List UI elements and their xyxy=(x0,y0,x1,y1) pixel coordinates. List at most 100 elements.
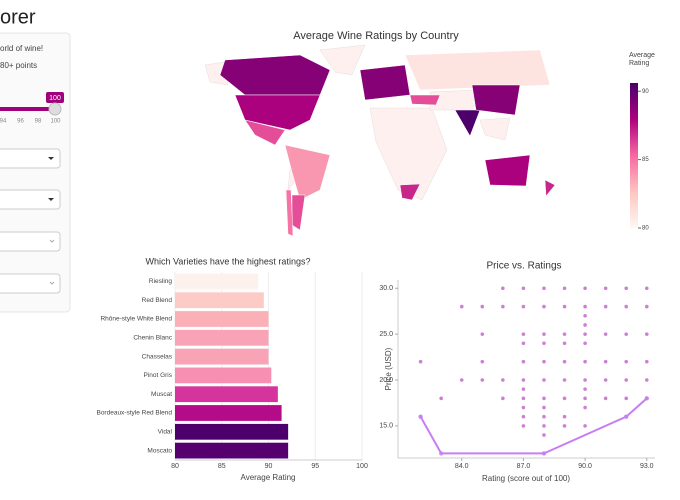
dropdowns xyxy=(0,148,61,294)
point xyxy=(583,304,587,309)
point xyxy=(644,378,649,382)
point xyxy=(542,304,546,309)
y-tick-label: Muscat xyxy=(151,391,172,398)
bar xyxy=(175,405,282,421)
x-tick-label: 93.0 xyxy=(640,463,654,470)
y-tick-label: 15.0 xyxy=(379,423,393,430)
point xyxy=(542,396,546,401)
country xyxy=(284,144,331,201)
point xyxy=(583,396,587,401)
sidebar xyxy=(0,32,71,313)
point xyxy=(562,341,567,346)
point xyxy=(521,387,526,391)
point xyxy=(583,286,587,291)
point xyxy=(541,451,547,456)
dropdown[interactable] xyxy=(0,231,61,252)
x-axis-title: Rating (score out of 100) xyxy=(482,474,570,483)
y-tick-label: 25.0 xyxy=(379,331,393,338)
y-tick-label: Bordeaux-style Red Blend xyxy=(96,410,172,417)
point xyxy=(542,378,546,382)
colorbar-tick-label: 80 xyxy=(642,226,649,232)
point xyxy=(521,304,526,309)
country xyxy=(219,54,331,96)
land xyxy=(319,44,366,76)
y-tick-label: Rhône-style White Blend xyxy=(100,316,172,323)
y-axis-title: Price (USD) xyxy=(384,347,393,390)
bar xyxy=(175,348,269,365)
map-title: Average Wine Ratings by Country xyxy=(293,30,459,42)
slider-value: 100 xyxy=(49,95,61,102)
point xyxy=(603,286,608,291)
country xyxy=(471,84,521,116)
y-tick-label: Riesling xyxy=(149,278,173,285)
dropdown[interactable] xyxy=(0,273,61,294)
country xyxy=(484,154,531,187)
bar xyxy=(175,386,278,403)
scatter-title: Price vs. Ratings xyxy=(486,261,561,272)
point xyxy=(583,424,587,428)
slider-tick-label: 94 xyxy=(0,119,7,125)
y-tick-label: Chenin Blanc xyxy=(133,335,172,342)
bar xyxy=(175,292,264,309)
point xyxy=(542,433,546,437)
point xyxy=(583,387,587,391)
x-tick-label: 84.0 xyxy=(455,463,469,470)
point xyxy=(583,341,587,346)
colorbar-title: Average xyxy=(629,52,655,59)
country xyxy=(291,194,306,231)
point xyxy=(562,359,567,364)
point xyxy=(583,323,587,327)
bar xyxy=(175,367,272,384)
point xyxy=(583,332,587,336)
country xyxy=(359,64,411,101)
point xyxy=(480,378,485,382)
point xyxy=(624,414,629,419)
point xyxy=(501,286,505,291)
point xyxy=(562,396,567,401)
x-tick-label: 95 xyxy=(311,463,319,470)
point xyxy=(583,378,587,382)
point xyxy=(438,451,444,456)
country xyxy=(409,94,441,106)
x-tick-label: 90.0 xyxy=(578,463,592,470)
point xyxy=(603,359,608,364)
point xyxy=(542,286,546,291)
point xyxy=(603,378,608,382)
point xyxy=(521,414,526,419)
point xyxy=(624,396,629,401)
x-axis-title: Average Rating xyxy=(241,473,296,482)
bar xyxy=(175,423,289,440)
colorbar-title: Rating xyxy=(629,60,649,67)
country xyxy=(404,49,551,91)
point xyxy=(644,332,649,336)
map-background xyxy=(204,44,511,201)
point xyxy=(562,304,567,309)
point xyxy=(521,378,526,382)
point xyxy=(562,286,567,291)
point xyxy=(603,332,608,336)
point xyxy=(480,304,485,309)
x-tick-label: 85 xyxy=(218,463,226,470)
point xyxy=(644,359,649,364)
point xyxy=(501,396,505,401)
point xyxy=(459,378,464,382)
bar xyxy=(175,311,269,327)
y-tick-label: Red Blend xyxy=(142,297,173,304)
point xyxy=(583,313,587,318)
point xyxy=(521,405,526,410)
point xyxy=(501,378,505,382)
x-tick-label: 100 xyxy=(356,463,368,470)
app-title: orer xyxy=(0,6,36,28)
y-tick-label: 20.0 xyxy=(379,377,393,384)
dropdown[interactable] xyxy=(0,189,61,210)
point xyxy=(542,405,546,410)
dropdown[interactable] xyxy=(0,148,61,169)
caret xyxy=(48,157,54,160)
point xyxy=(583,405,587,410)
point xyxy=(418,414,423,419)
slider-tick-label: 96 xyxy=(17,119,24,125)
slider-handle[interactable] xyxy=(48,102,62,116)
point xyxy=(521,286,526,291)
point xyxy=(562,378,567,382)
